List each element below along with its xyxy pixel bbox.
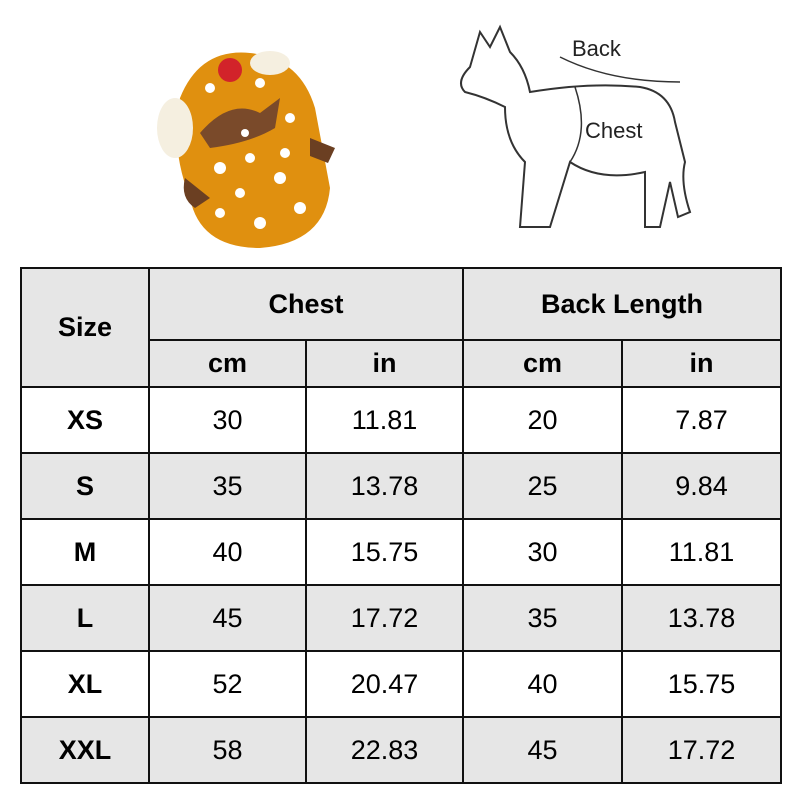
value-cell: 40 [148,518,307,586]
value-cell: 35 [148,452,307,520]
value-cell: 20 [462,386,624,454]
value-cell: 35 [462,584,624,652]
value-cell: 11.81 [621,518,783,586]
value-cell: 7.87 [621,386,783,454]
size-cell: XS [20,386,150,454]
unit-header: in [621,339,783,388]
value-cell: 20.47 [304,650,465,718]
unit-header: cm [148,339,307,388]
chest-header: Chest [147,267,465,341]
value-cell: 45 [462,716,624,784]
value-cell: 30 [462,518,624,586]
value-cell: 17.72 [621,716,783,784]
unit-header: cm [462,339,624,388]
value-cell: 22.83 [304,716,465,784]
value-cell: 30 [148,386,307,454]
value-cell: 40 [462,650,624,718]
table-row: L 45 17.72 35 13.78 [20,584,783,652]
value-cell: 9.84 [621,452,783,520]
table-row: XXL 58 22.83 45 17.72 [20,716,783,784]
back-length-header: Back Length [462,267,783,341]
value-cell: 15.75 [304,518,465,586]
back-label: Back [572,36,621,61]
value-cell: 45 [148,584,307,652]
size-cell: XL [20,650,150,718]
table-row: XS 30 11.81 20 7.87 [20,386,783,454]
table-row: M 40 15.75 30 11.81 [20,518,783,586]
unit-header: in [304,339,465,388]
table-row: S 35 13.78 25 9.84 [20,452,783,520]
value-cell: 17.72 [304,584,465,652]
dog-measurement-diagram [460,24,692,228]
size-cell: L [20,584,150,652]
value-cell: 13.78 [621,584,783,652]
table-row: XL 52 20.47 40 15.75 [20,650,783,718]
size-header: Size [20,267,150,388]
chest-label: Chest [585,118,643,143]
value-cell: 58 [148,716,307,784]
value-cell: 15.75 [621,650,783,718]
value-cell: 25 [462,452,624,520]
size-cell: XXL [20,716,150,784]
value-cell: 13.78 [304,452,465,520]
value-cell: 52 [148,650,307,718]
size-cell: S [20,452,150,520]
value-cell: 11.81 [304,386,465,454]
deer-jacket-product-image [157,51,335,248]
size-cell: M [20,518,150,586]
size-chart-table: Size Chest Back Length cm in cm in XS 30 1… [20,267,783,784]
